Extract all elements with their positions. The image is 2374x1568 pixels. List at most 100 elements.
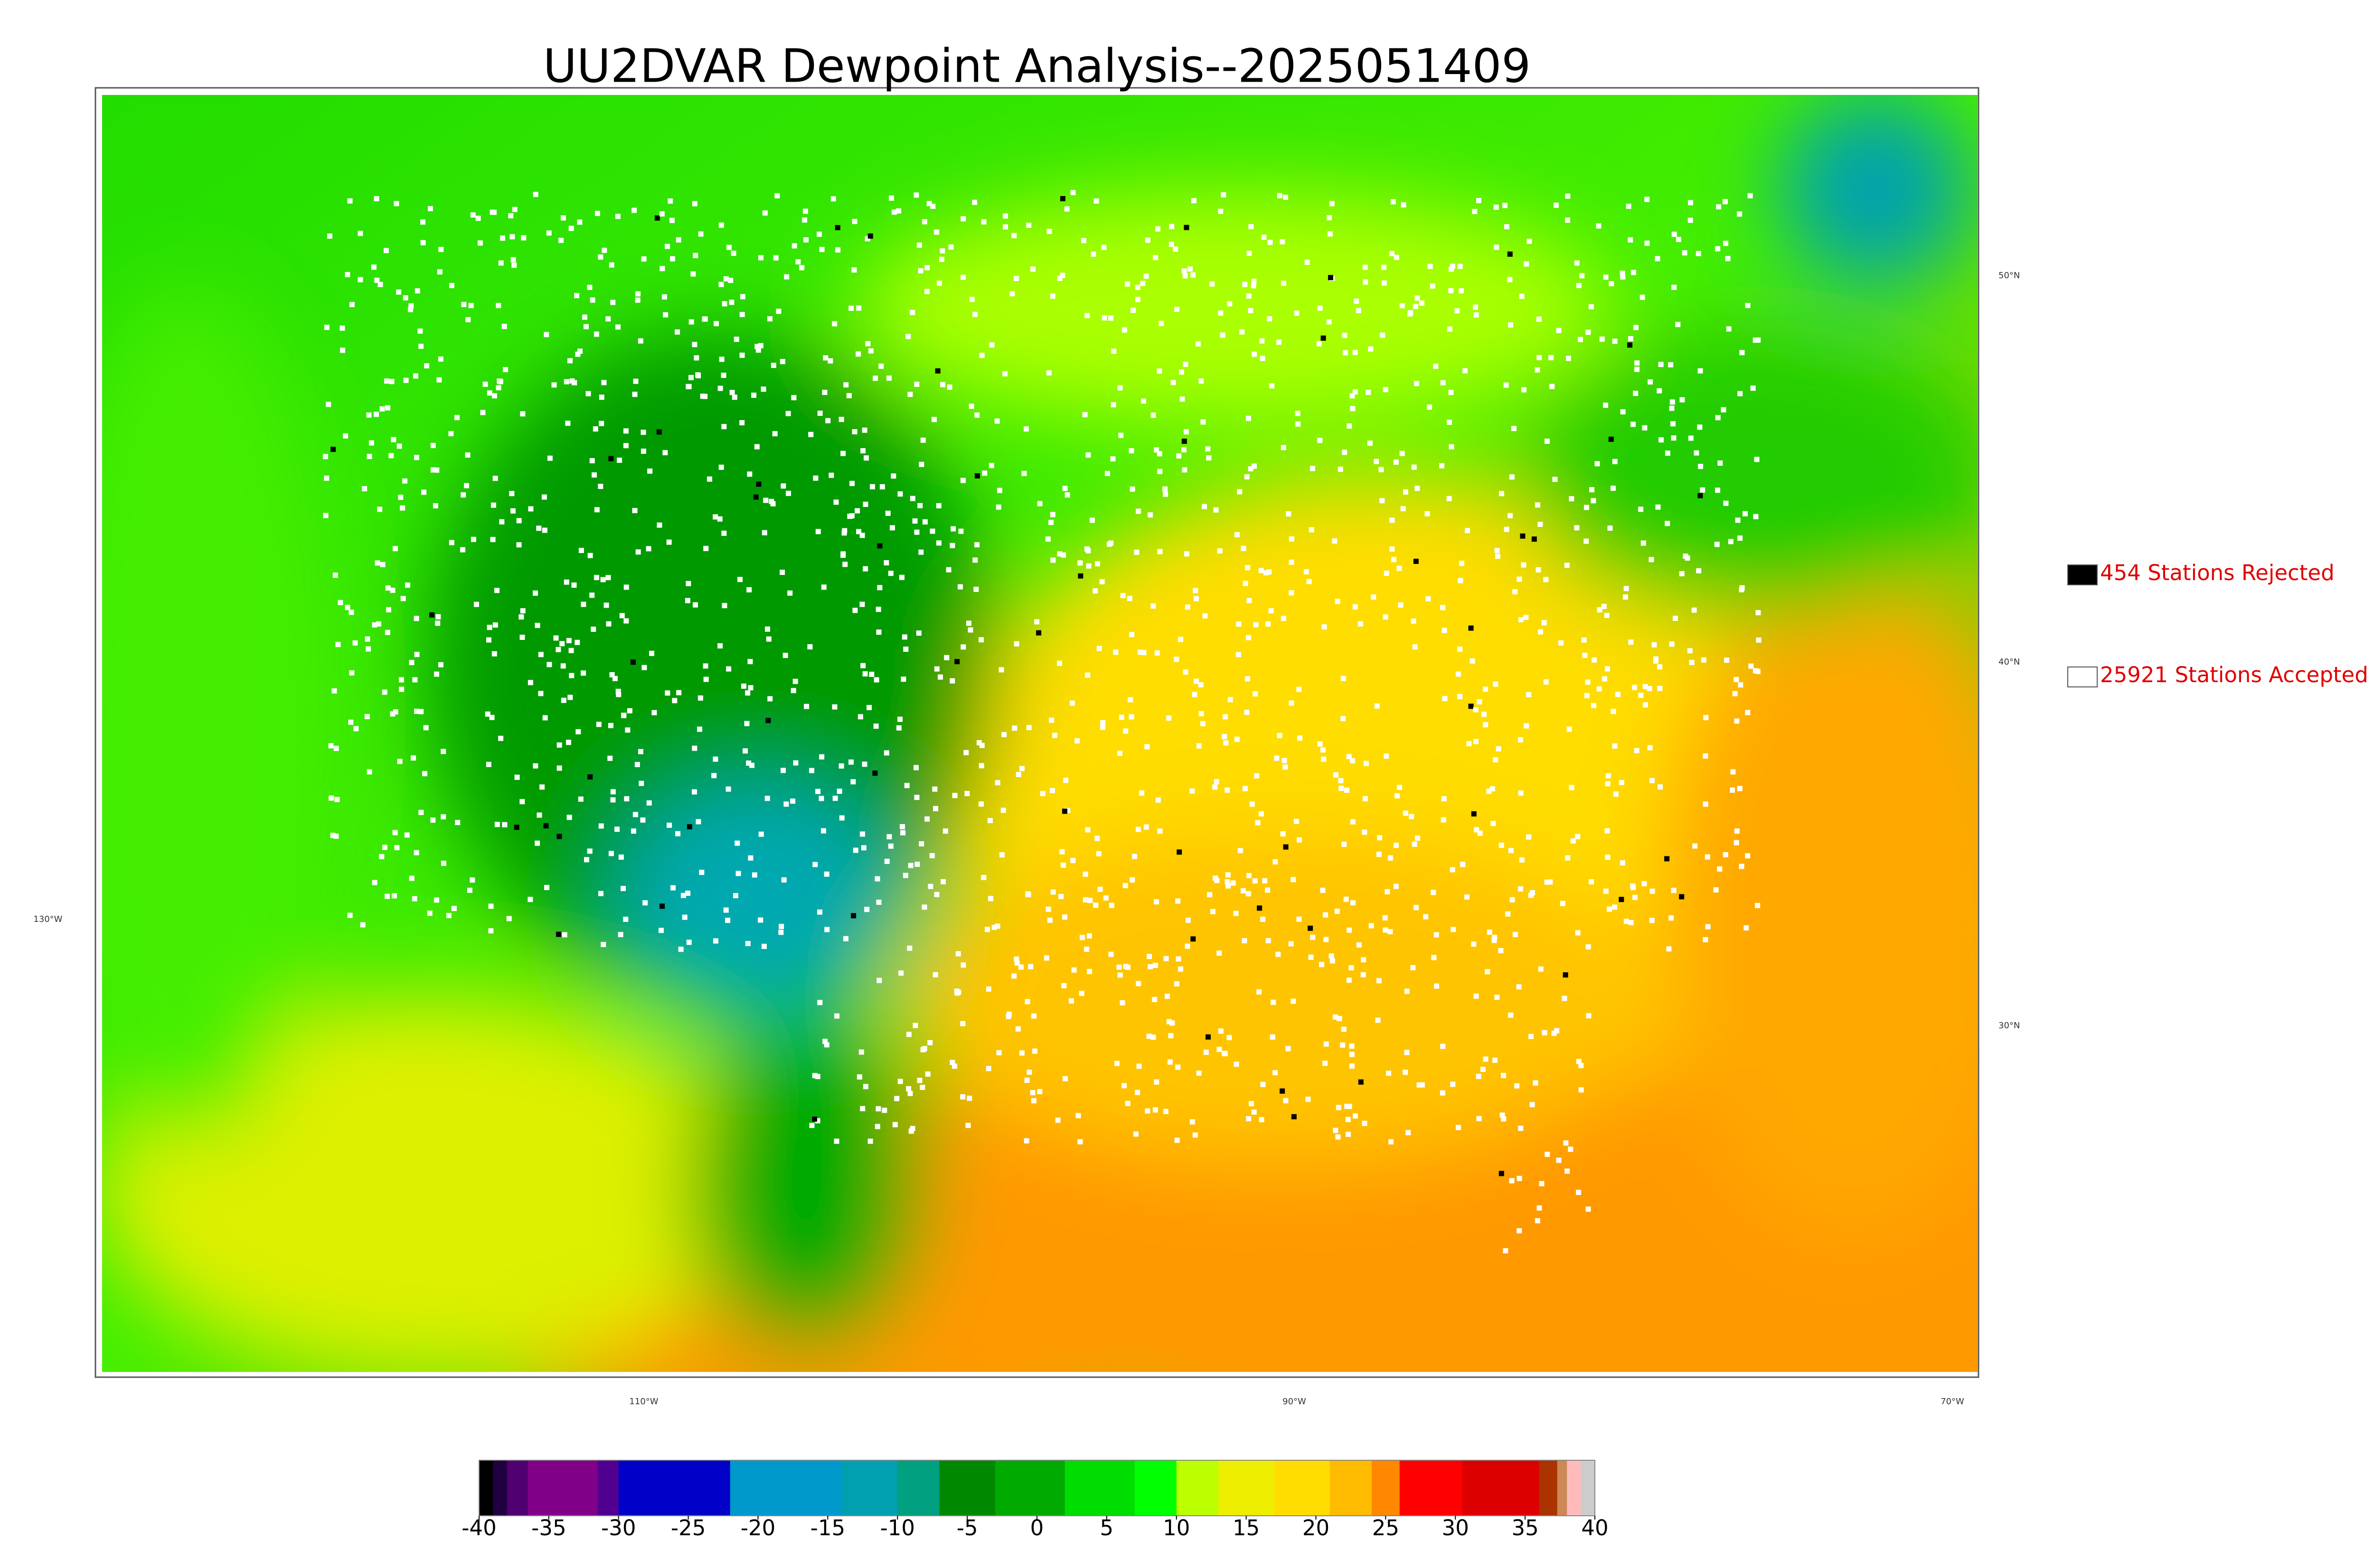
station-dot (1548, 355, 1554, 360)
station-dot (559, 641, 565, 647)
station-dot (631, 207, 637, 213)
station-dot (396, 289, 402, 295)
station-dot (1340, 676, 1346, 681)
station-dot (1046, 228, 1052, 234)
station-dot (835, 225, 840, 230)
station-dot (332, 573, 338, 578)
station-dot (1754, 457, 1760, 462)
station-dot (1185, 918, 1191, 923)
station-dot (333, 745, 339, 751)
station-dot (1543, 577, 1549, 582)
station-dot (1262, 878, 1268, 883)
station-dot (1108, 951, 1114, 957)
station-dot (353, 726, 359, 732)
station-dot (946, 567, 951, 573)
station-dot (1738, 682, 1743, 688)
station-dot (1609, 281, 1614, 287)
colorbar-tick-label: -40 (462, 1515, 497, 1540)
station-dot (1203, 1050, 1209, 1055)
station-dot (735, 871, 741, 876)
station-dot (414, 708, 420, 714)
station-dot (1125, 281, 1130, 287)
station-dot (1512, 932, 1518, 938)
station-dot (1666, 946, 1672, 952)
station-dot (1723, 241, 1729, 246)
station-dot (669, 256, 675, 262)
station-dot (1670, 421, 1676, 427)
colorbar-tick-label: -20 (741, 1515, 776, 1540)
station-dot (1440, 1043, 1446, 1049)
station-dot (672, 698, 678, 704)
station-dot (391, 437, 396, 442)
station-dot (1376, 852, 1382, 857)
station-dot (1465, 528, 1470, 534)
station-dot (1494, 548, 1500, 554)
station-dot (1225, 787, 1230, 793)
station-dot (860, 663, 866, 668)
station-dot (1592, 657, 1597, 663)
station-dot (1737, 391, 1743, 396)
station-dot (1327, 215, 1332, 221)
station-dot (1357, 621, 1363, 627)
station-dot (411, 755, 416, 761)
station-dot (758, 917, 763, 923)
station-dot (855, 508, 860, 514)
station-dot (723, 907, 729, 913)
station-dot (922, 1046, 927, 1052)
station-dot (1246, 251, 1252, 256)
station-dot (979, 637, 984, 643)
station-dot (969, 404, 974, 409)
station-dot (900, 830, 906, 836)
station-dot (849, 480, 855, 486)
station-dot (1317, 305, 1323, 311)
station-dot (399, 686, 405, 692)
station-dot (1346, 1131, 1351, 1137)
station-dot (1565, 193, 1571, 199)
station-dot (842, 562, 848, 567)
station-dot (1495, 554, 1500, 559)
station-dot (1089, 517, 1095, 523)
colorbar-segment (1134, 1460, 1177, 1516)
station-dot (409, 875, 415, 881)
station-dot (1668, 915, 1674, 921)
station-dot (1079, 990, 1084, 996)
station-dot (916, 242, 922, 248)
station-dot (1427, 404, 1432, 410)
station-dot (1183, 362, 1188, 367)
station-dot (1055, 1117, 1061, 1123)
station-dot (924, 265, 930, 271)
station-dot (739, 311, 745, 317)
station-dot (1735, 517, 1741, 523)
station-dot (1108, 315, 1114, 321)
station-dot (343, 433, 349, 439)
station-dot (498, 735, 504, 741)
station-dot (934, 892, 940, 897)
station-dot (348, 719, 354, 725)
station-dot (1352, 604, 1358, 610)
station-dot (471, 536, 476, 542)
station-dot (335, 642, 341, 648)
station-dot (1345, 1117, 1351, 1122)
station-dot (1241, 888, 1246, 893)
colorbar-segment (1462, 1460, 1539, 1516)
station-dot (851, 267, 857, 273)
station-dot (418, 809, 424, 815)
station-dot (756, 481, 762, 487)
station-dot (441, 814, 446, 820)
station-dot (1193, 596, 1199, 601)
station-dot (1585, 1206, 1591, 1212)
station-dot (1613, 791, 1619, 797)
station-dot (412, 677, 418, 683)
station-dot (762, 530, 767, 535)
station-dot (1733, 676, 1739, 682)
station-dot (1698, 464, 1704, 469)
station-dot (1717, 866, 1723, 872)
station-dot (632, 507, 638, 513)
station-dot (939, 256, 944, 262)
station-dot (1554, 202, 1559, 208)
station-dot (1065, 492, 1070, 498)
station-dot (1665, 451, 1670, 456)
station-dot (1409, 814, 1414, 819)
station-dot (367, 769, 372, 775)
station-dot (828, 358, 833, 364)
